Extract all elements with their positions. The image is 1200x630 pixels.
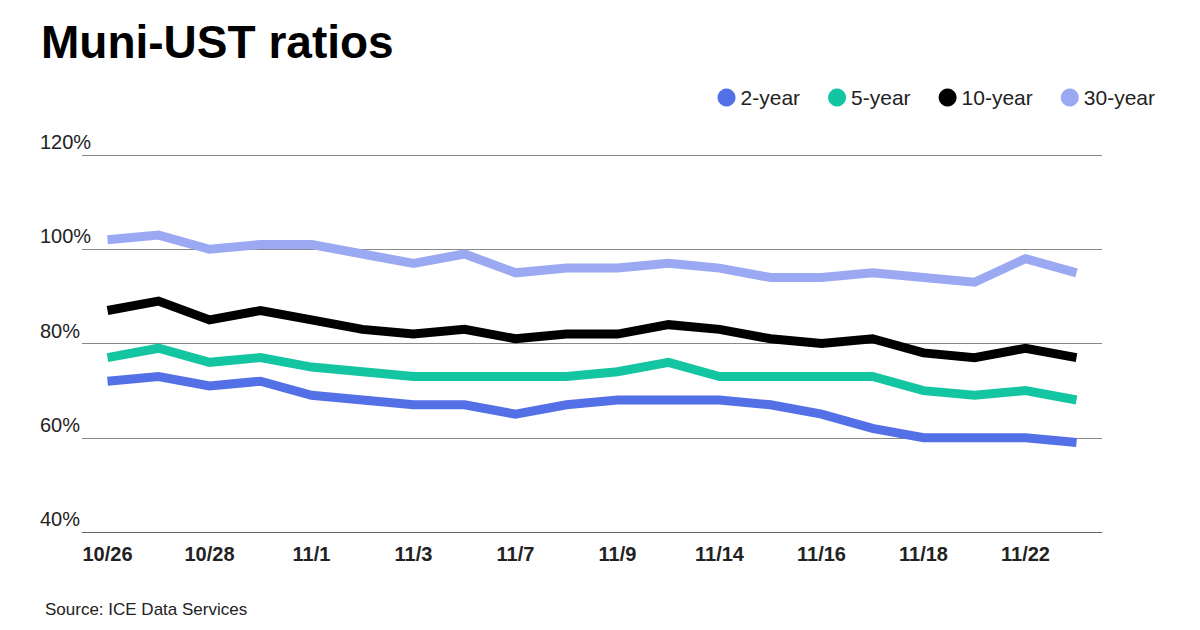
- svg-text:11/7: 11/7: [497, 543, 535, 565]
- svg-text:10/26: 10/26: [82, 543, 132, 565]
- svg-text:80%: 80%: [40, 320, 80, 342]
- svg-text:10/28: 10/28: [184, 543, 234, 565]
- svg-text:5-year: 5-year: [851, 86, 911, 109]
- svg-text:Muni-UST ratios: Muni-UST ratios: [41, 16, 394, 68]
- svg-text:120%: 120%: [40, 131, 91, 153]
- svg-text:60%: 60%: [40, 414, 80, 436]
- svg-text:11/22: 11/22: [1001, 543, 1050, 565]
- svg-text:2-year: 2-year: [741, 86, 801, 109]
- svg-text:11/9: 11/9: [599, 543, 637, 565]
- svg-text:40%: 40%: [40, 508, 80, 530]
- svg-text:11/14: 11/14: [695, 543, 745, 565]
- svg-text:11/3: 11/3: [395, 543, 433, 565]
- svg-text:10-year: 10-year: [962, 86, 1033, 109]
- svg-text:30-year: 30-year: [1084, 86, 1155, 109]
- svg-text:11/18: 11/18: [899, 543, 948, 565]
- svg-text:100%: 100%: [40, 225, 91, 247]
- svg-text:11/1: 11/1: [293, 543, 331, 565]
- svg-text:11/16: 11/16: [797, 543, 846, 565]
- svg-text:Source: ICE Data Services: Source: ICE Data Services: [45, 600, 247, 619]
